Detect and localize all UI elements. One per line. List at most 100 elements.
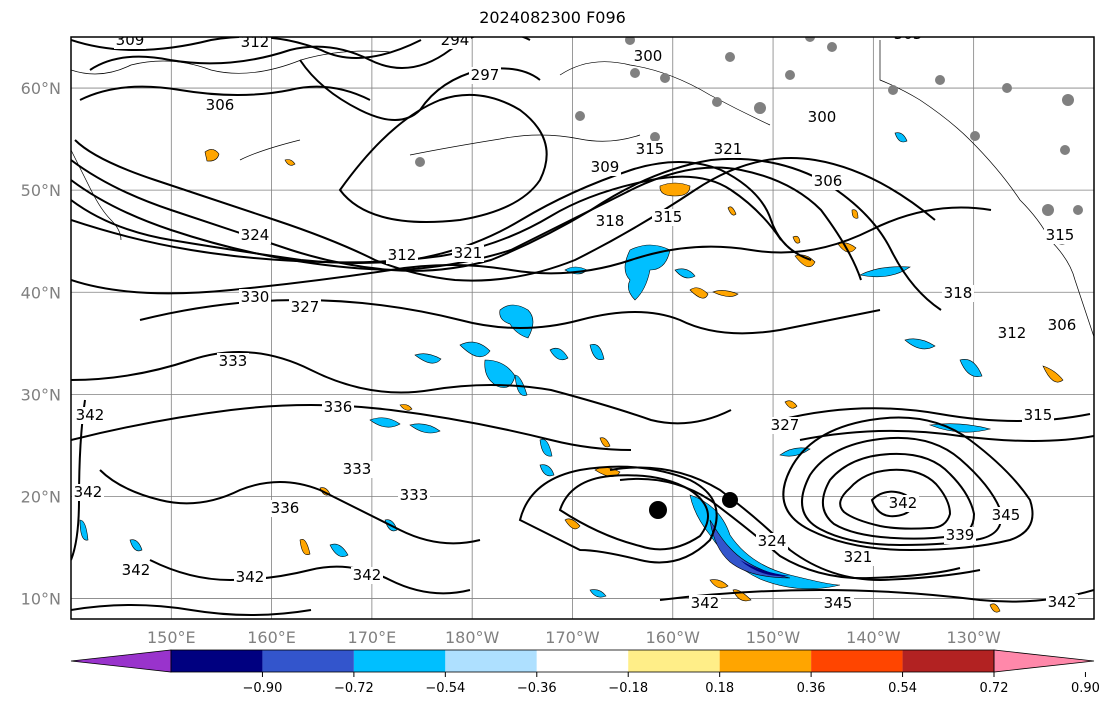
lon-label: 130°W <box>946 628 1001 647</box>
contour-label-bg <box>386 247 418 264</box>
station-dot <box>625 37 635 45</box>
contour-line <box>79 85 371 101</box>
anomaly-patch <box>204 149 220 162</box>
contour-line <box>338 93 548 223</box>
contour-label-bg <box>469 67 501 84</box>
anomaly-patch <box>369 417 401 428</box>
anomaly-patch <box>329 543 349 557</box>
contour-line <box>99 469 481 545</box>
contour-label: 333 <box>400 486 429 504</box>
contour-label: 309 <box>591 158 620 176</box>
station-dot <box>712 97 722 107</box>
anomaly-patch <box>414 353 442 364</box>
station-dot <box>754 102 766 114</box>
contour-label-bg <box>689 595 721 612</box>
lon-label: 150°E <box>147 628 196 647</box>
contour-label: 345 <box>992 506 1021 524</box>
contour-label-bg <box>1022 407 1054 424</box>
anomaly-patch <box>1042 365 1064 383</box>
contour-label: 297 <box>471 66 500 84</box>
anomaly-patch <box>689 287 709 299</box>
contour-label: 315 <box>636 140 665 158</box>
coastline <box>879 40 1094 339</box>
anomaly-patch <box>129 539 143 552</box>
contour-line <box>609 466 981 582</box>
contour-label-bg <box>990 507 1022 524</box>
contour-label-bg <box>217 353 249 370</box>
anomaly-patch <box>659 182 691 197</box>
anomaly-patch <box>894 132 908 143</box>
contour-label: 318 <box>944 284 973 302</box>
longitude-labels: 150°E 160°E 170°E 180°W 170°W 160°W 150°W 140°W… <box>147 628 1001 647</box>
lon-label: 170°W <box>545 628 600 647</box>
station-dot <box>1073 205 1083 215</box>
lon-label: 150°W <box>746 628 801 647</box>
contour-label-bg <box>712 141 744 158</box>
contour-label-bg <box>120 562 152 579</box>
anomaly-patch <box>589 589 607 598</box>
station-dot <box>1002 83 1012 93</box>
anomaly-patch <box>709 579 729 589</box>
anomaly-patch <box>904 338 936 350</box>
contour-label-bg <box>239 37 271 51</box>
contour-label-bg <box>812 173 844 190</box>
anomaly-patch <box>499 304 534 339</box>
contour-line <box>839 468 952 530</box>
contour-label-bg <box>1046 317 1078 334</box>
anomaly-patch <box>399 404 413 411</box>
contour-line <box>659 588 1094 603</box>
anomaly-patch <box>727 206 737 216</box>
anomaly-patch <box>959 359 983 377</box>
station-dot <box>660 73 670 83</box>
anomaly-patch <box>539 439 553 457</box>
colorbar-bin <box>171 650 263 672</box>
contour-label-bg <box>589 159 621 176</box>
contour-line <box>71 161 812 264</box>
coastlines <box>71 40 1094 339</box>
colorbar: −0.90 −0.72 −0.54 −0.36 −0.18 0.18 0.36 0.54 0.7… <box>70 649 1100 696</box>
contour-label-bg <box>351 567 383 584</box>
contour-line <box>71 604 312 616</box>
contour-label-bg <box>892 37 924 43</box>
station-dot <box>575 111 585 121</box>
map-frame <box>70 36 1095 620</box>
contour-label-bg <box>239 289 271 306</box>
contour-label: 324 <box>758 532 787 550</box>
contour-label-bg <box>289 299 321 316</box>
contour-label-bg <box>204 97 236 114</box>
contour-labels: 309 312 294 300 303 306 297 309 315 321 300 306 318 3… <box>72 37 1078 612</box>
storm-center-marker <box>649 501 667 519</box>
station-dot <box>785 70 795 80</box>
contour-label-bg <box>72 484 104 501</box>
contour-line <box>518 465 718 564</box>
contour-label: 300 <box>808 108 837 126</box>
contour-label: 336 <box>271 499 300 517</box>
anomaly-core-patch <box>740 560 790 577</box>
colorbar-tick-label: −0.54 <box>425 681 465 696</box>
contour-line <box>149 559 471 595</box>
anomaly-patch <box>299 539 311 555</box>
colorbar-bin <box>719 650 812 672</box>
contour-label-bg <box>341 461 373 478</box>
contour-label-bg <box>652 209 684 226</box>
lat-label: 40°N <box>21 283 61 302</box>
colorbar-bin <box>628 650 720 672</box>
colorbar-tick-label: −0.72 <box>334 681 374 696</box>
contour-label: 327 <box>291 298 320 316</box>
colorbar-tick-label: 0.72 <box>980 681 1009 696</box>
contour-label: 342 <box>122 561 151 579</box>
contour-label-bg <box>769 417 801 434</box>
station-dot <box>970 131 980 141</box>
coastline <box>239 139 301 161</box>
station-dot <box>888 85 898 95</box>
lat-label: 10°N <box>21 590 61 609</box>
station-dot <box>630 68 640 78</box>
lat-label: 20°N <box>21 487 61 506</box>
storm-center-marker <box>722 492 738 508</box>
colorbar-bin <box>811 650 903 672</box>
map-background <box>71 37 1094 619</box>
latitude-labels: 60°N 50°N 40°N 30°N 20°N 10°N <box>21 79 61 609</box>
anomaly-patch <box>989 603 1001 613</box>
contour-label: 315 <box>1024 406 1053 424</box>
